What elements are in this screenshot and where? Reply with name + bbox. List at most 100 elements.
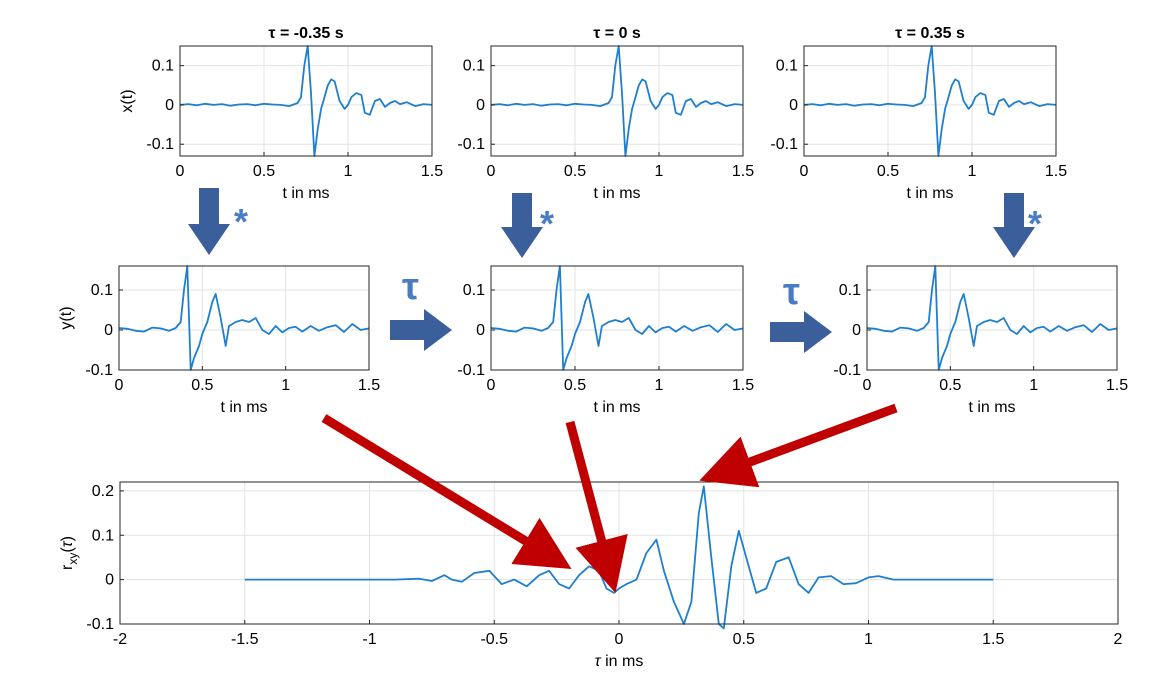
y-tick-label: 0.1 (776, 58, 798, 75)
axes-frame (866, 265, 1118, 371)
plot-area (491, 46, 743, 156)
y-tick-label: 0 (789, 97, 798, 114)
red-arrow-3 (699, 403, 898, 488)
series-line-x3 (803, 45, 1057, 157)
series-line-x2 (490, 45, 744, 157)
y-tick-label: -0.1 (457, 136, 485, 153)
y-tick-label: 0.1 (839, 282, 861, 299)
y-tick-label: -0.1 (770, 136, 798, 153)
y-tick-label: 0 (476, 322, 485, 339)
x-tick-label: 1.5 (1106, 377, 1128, 394)
shift-symbol-1: τ (402, 266, 419, 308)
x-tick-label: 0.5 (939, 377, 961, 394)
right-arrow-2 (770, 311, 832, 353)
x-tick-label: 1.5 (1045, 163, 1067, 180)
chart-y1: 0 0.5 1 1.5-0.100.1t in msy(t) (58, 265, 380, 416)
chart-x2: 0 0.5 1 1.5-0.100.1t in msτ = 0 s (457, 25, 754, 202)
convolution-symbol-3: * (1028, 203, 1042, 244)
x-tick-label: 1.5 (732, 163, 754, 180)
x-tick-label: 0.5 (191, 377, 213, 394)
series-line-y3 (866, 265, 1118, 371)
x-tick-label: 0.5 (733, 631, 755, 648)
red-arrow-1 (321, 414, 572, 570)
x-tick-label: 0.5 (564, 163, 586, 180)
x-tick-label: 1.5 (982, 631, 1004, 648)
convolution-symbol-2: * (540, 203, 554, 244)
x-tick-label: -2 (113, 631, 127, 648)
x-tick-label: 1.5 (421, 163, 443, 180)
x-tick-label: 0 (615, 631, 624, 648)
x-tick-label: 0 (115, 377, 124, 394)
x-tick-label: 0.5 (877, 163, 899, 180)
y-tick-label: 0.1 (463, 282, 485, 299)
x-axis-label: t in ms (593, 399, 640, 416)
y-axis-label: y(t) (58, 306, 75, 329)
down-arrow-2 (501, 193, 543, 258)
x-axis-label: t in ms (220, 399, 267, 416)
axes-frame (118, 265, 370, 371)
x-tick-label: 0 (800, 163, 809, 180)
x-tick-label: 2 (1114, 631, 1123, 648)
x-tick-label: 0 (487, 377, 496, 394)
x-axis-label: t in ms (593, 185, 640, 202)
y-tick-label: 0 (852, 322, 861, 339)
plot-area (180, 46, 432, 156)
x-tick-label: -1.5 (231, 631, 259, 648)
axes-frame (803, 45, 1057, 157)
chart-title: τ = -0.35 s (268, 25, 343, 42)
plot-area (119, 266, 369, 370)
x-tick-label: 0 (863, 377, 872, 394)
y-tick-label: -0.1 (833, 362, 861, 379)
y-tick-label: -0.1 (86, 616, 114, 633)
x-tick-label: 1 (968, 163, 977, 180)
x-tick-label: 1 (864, 631, 873, 648)
y-tick-label: -0.1 (85, 362, 113, 379)
series-line-x1 (179, 45, 433, 157)
x-tick-label: 1 (1029, 377, 1038, 394)
shift-symbol-2: τ (783, 271, 800, 313)
x-axis-label: t in ms (968, 399, 1015, 416)
x-tick-label: 1.5 (732, 377, 754, 394)
x-tick-label: -1 (362, 631, 376, 648)
x-tick-label: 1 (344, 163, 353, 180)
y-tick-label: 0 (105, 572, 114, 589)
series-line-y1 (118, 265, 370, 371)
plot-area (804, 46, 1056, 156)
axes-frame (490, 45, 744, 157)
axes-frame (490, 265, 744, 371)
y-axis-label: x(t) (119, 89, 136, 112)
plot-area (491, 266, 743, 370)
y-tick-label: 0 (476, 97, 485, 114)
series-line-rxy (244, 485, 994, 630)
x-tick-label: 0.5 (253, 163, 275, 180)
series-line-y2 (490, 265, 744, 371)
x-axis-label: τ in ms (595, 653, 644, 670)
x-tick-label: 1 (655, 163, 664, 180)
x-tick-label: -0.5 (480, 631, 508, 648)
y-tick-label: 0 (165, 97, 174, 114)
chart-title: τ = 0 s (593, 25, 641, 42)
down-arrow-3 (993, 193, 1035, 258)
x-tick-label: 1 (655, 377, 664, 394)
chart-x3: 0 0.5 1 1.5-0.100.1t in msτ = 0.35 s (770, 25, 1067, 202)
chart-y2: 0 0.5 1 1.5-0.100.1t in ms (457, 265, 754, 416)
plot-area (867, 266, 1117, 370)
y-tick-label: 0.1 (91, 282, 113, 299)
chart-y3: 0 0.5 1 1.5-0.100.1t in ms (833, 265, 1128, 416)
down-arrow-1 (188, 188, 230, 255)
y-axis-label: rxy(τ) (59, 536, 80, 570)
y-tick-label: 0.2 (92, 483, 114, 500)
y-tick-label: 0 (104, 322, 113, 339)
y-tick-label: 0.1 (152, 58, 174, 75)
x-tick-label: 1.5 (358, 377, 380, 394)
right-arrow-1 (390, 309, 452, 351)
y-tick-label: 0.1 (92, 527, 114, 544)
chart-x1: 0 0.5 1 1.5-0.100.1t in msx(t)τ = -0.35 s (119, 25, 443, 202)
x-axis-label: t in ms (282, 185, 329, 202)
y-tick-label: -0.1 (146, 136, 174, 153)
axes-frame (179, 45, 433, 157)
x-tick-label: 0 (487, 163, 496, 180)
convolution-symbol-1: * (234, 201, 248, 242)
x-axis-label: t in ms (906, 185, 953, 202)
